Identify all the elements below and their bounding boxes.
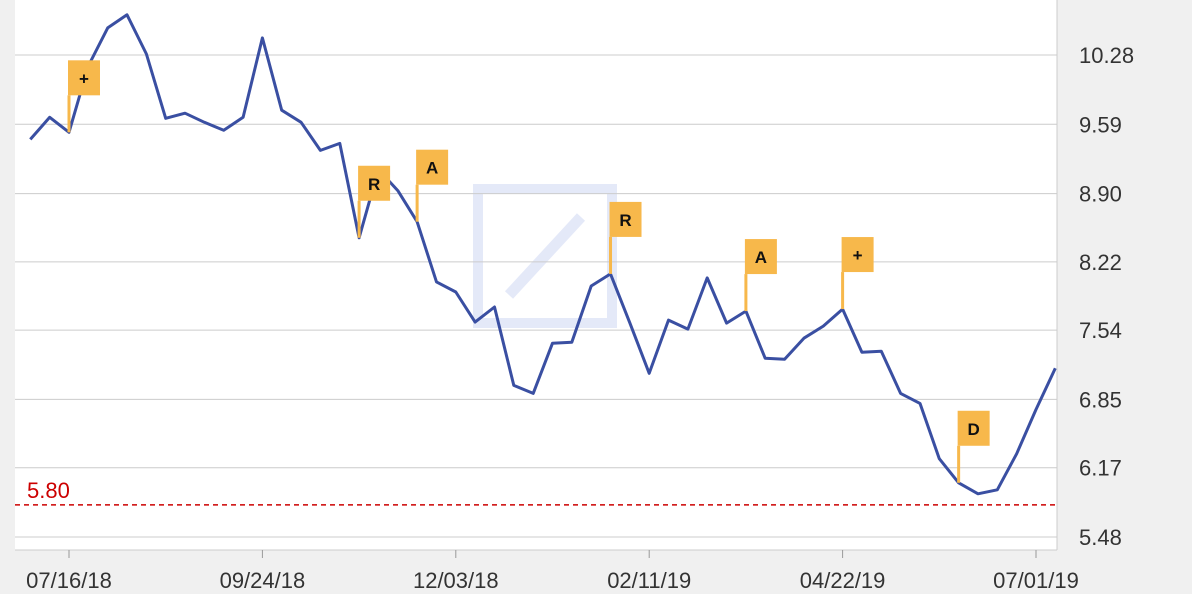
plot-background: [15, 0, 1057, 550]
event-marker[interactable]: R: [609, 201, 642, 274]
event-marker-box: [841, 237, 874, 273]
event-marker[interactable]: D: [957, 410, 990, 483]
y-tick-label: 5.48: [1079, 525, 1122, 550]
gridlines: [15, 54, 1057, 538]
y-tick-label: 7.54: [1079, 318, 1122, 343]
x-tick-label: 02/11/19: [607, 568, 691, 593]
y-tick-label: 6.85: [1079, 387, 1122, 412]
event-marker-label: R: [368, 175, 380, 194]
event-marker[interactable]: A: [744, 239, 777, 312]
y-tick-label: 6.17: [1079, 456, 1122, 481]
y-tick-label: 10.28: [1079, 43, 1134, 68]
y-axis-ticks: 10.28 9.59 8.90 8.22 7.54 6.85 6.17 5.48: [1079, 43, 1134, 550]
event-markers: + R A R A + D: [67, 60, 990, 483]
event-marker-box: [609, 201, 642, 237]
event-marker-box: [744, 239, 777, 275]
event-marker-label: R: [619, 211, 631, 230]
event-marker-label: +: [79, 69, 89, 88]
event-marker-box: [358, 165, 391, 201]
event-marker-box: [68, 60, 100, 96]
x-tick-label: 12/03/18: [413, 568, 499, 593]
event-marker-label: A: [426, 159, 438, 178]
event-marker[interactable]: +: [841, 237, 874, 310]
x-tick-label: 07/01/19: [993, 568, 1079, 593]
x-tick-label: 04/22/19: [800, 568, 886, 593]
event-marker-label: +: [853, 246, 863, 265]
threshold-group: 5.80: [15, 478, 1057, 506]
series-group: [29, 13, 1057, 496]
y-tick-label: 9.59: [1079, 112, 1122, 137]
event-marker-label: A: [755, 248, 767, 267]
x-axis-ticks: 07/16/18 09/24/18 12/03/18 02/11/19 04/22/19…: [26, 550, 1079, 593]
event-marker-box: [416, 149, 449, 185]
event-marker-box: [957, 410, 990, 446]
event-marker-label: D: [967, 420, 979, 439]
event-marker[interactable]: A: [415, 149, 449, 222]
event-marker[interactable]: +: [67, 60, 100, 133]
y-tick-label: 8.90: [1079, 182, 1122, 207]
y-tick-label: 8.22: [1079, 250, 1122, 275]
x-tick-label: 07/16/18: [26, 568, 112, 593]
series-line-0: [29, 13, 1057, 496]
threshold-label: 5.80: [27, 478, 70, 503]
event-marker[interactable]: R: [357, 165, 391, 238]
x-tick-label: 09/24/18: [220, 568, 306, 593]
